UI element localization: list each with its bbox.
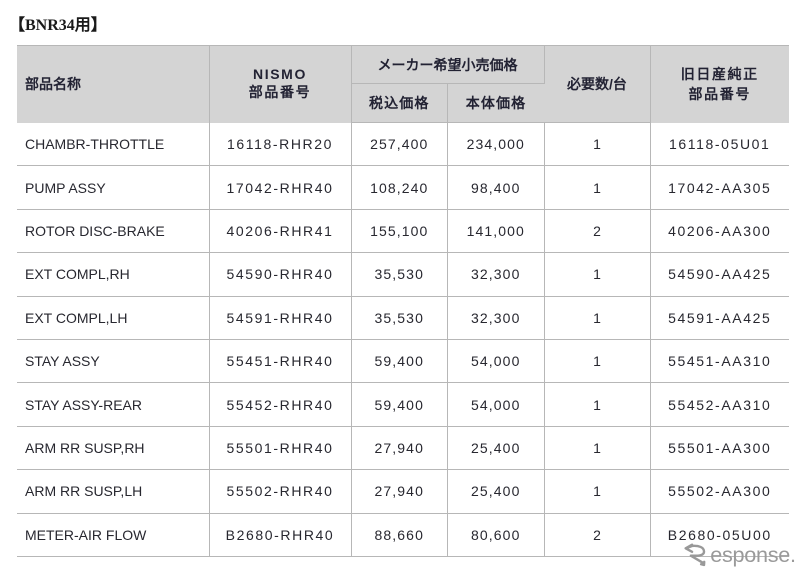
svg-text:esponse.: esponse. xyxy=(710,543,795,567)
